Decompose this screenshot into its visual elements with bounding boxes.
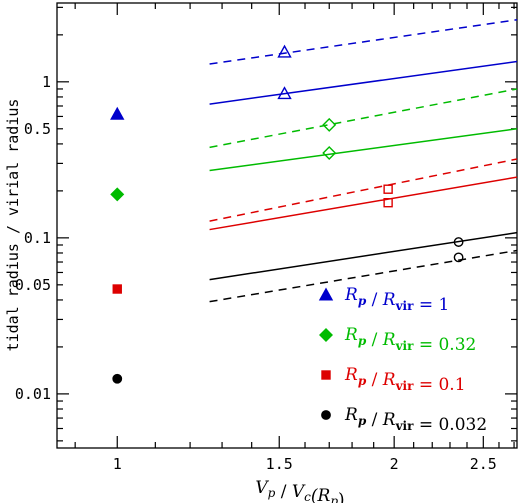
open-point-marker: [383, 184, 393, 194]
series-solid-line: [209, 176, 518, 231]
series-solid-line: [209, 231, 518, 281]
legend-marker: [318, 287, 334, 301]
series-dashed-line: [209, 88, 518, 149]
x-tick-label: 1: [113, 455, 122, 473]
open-point-marker: [322, 145, 337, 160]
y-tick-label: 0.5: [24, 120, 51, 138]
legend-entry-label: Rp / Rvir = 0.32: [344, 325, 476, 355]
plot-frame: [56, 2, 518, 449]
y-tick-label: 0.05: [15, 276, 51, 294]
open-point-marker: [453, 237, 464, 247]
legend-marker: [321, 370, 331, 380]
open-point-marker: [322, 117, 337, 132]
y-tick-label: 1: [42, 73, 51, 91]
x-tick-label: 1.5: [266, 455, 293, 473]
legend-marker: [319, 328, 333, 342]
legend-entry-label: Rp / Rvir = 0.032: [344, 405, 487, 435]
legend: Rp / Rvir = 1 Rp / Rvir = 0.32 Rp / Rvir =…: [344, 285, 487, 435]
x-axis-label: Vp / Vc(Rp): [255, 478, 344, 503]
open-point-marker: [383, 197, 393, 208]
open-point-marker: [277, 44, 292, 58]
legend-entry-label: Rp / Rvir = 0.1: [344, 365, 466, 395]
filled-point-marker: [112, 373, 123, 384]
y-tick-label: 0.01: [15, 385, 51, 403]
axis-tick-labels: 0.01 0.05 0.1 0.5 1 1 1.5 2 2.5: [15, 73, 497, 473]
series-dashed-line: [209, 18, 518, 65]
x-tick-label: 2: [390, 455, 399, 473]
filled-point-marker: [110, 106, 125, 120]
legend-entry-label: Rp / Rvir = 1: [344, 285, 449, 315]
series-solid-line: [209, 60, 518, 105]
y-axis-label: tidal radius / virial radius: [4, 99, 22, 352]
series-solid-line: [209, 128, 518, 172]
open-point-marker: [277, 86, 292, 100]
series-dashed-line: [209, 249, 518, 303]
series-lines: [209, 18, 518, 303]
open-point-marker: [453, 252, 464, 263]
series-dashed-line: [209, 158, 518, 222]
series-markers: [110, 44, 464, 420]
legend-marker: [321, 410, 331, 420]
y-tick-label: 0.1: [24, 229, 51, 247]
filled-point-marker: [110, 187, 125, 202]
x-tick-label: 2.5: [470, 455, 497, 473]
filled-point-marker: [112, 284, 122, 294]
